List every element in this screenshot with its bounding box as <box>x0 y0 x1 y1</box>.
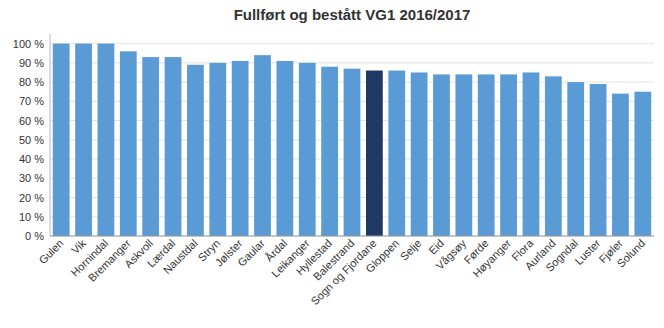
y-tick-label: 0 % <box>25 230 44 242</box>
bar: Naustdal <box>187 65 204 236</box>
chart-svg: Fullført og bestått VG1 2016/2017 0 % 10 %… <box>0 0 664 328</box>
x-tick-label: Solund <box>615 237 648 270</box>
bar: Aurland <box>545 76 562 236</box>
bar: Bremanger <box>120 51 137 236</box>
x-tick-label: Gulen <box>36 237 65 266</box>
bar: Sogn og Fjordane <box>366 71 383 236</box>
grid-line <box>50 62 654 63</box>
bar: Gloppen <box>388 71 405 236</box>
bar: Sogndal <box>567 82 584 236</box>
bar: Årdal <box>277 61 294 236</box>
y-tick-label: 30 % <box>19 172 44 184</box>
chart-container: Fullført og bestått VG1 2016/2017 0 % 10 %… <box>0 0 664 328</box>
y-tick-label: 50 % <box>19 134 44 146</box>
x-tick-label: Gloppen <box>363 237 401 275</box>
bar: Vågsøy <box>455 74 472 236</box>
y-axis-line <box>50 34 51 236</box>
bar: Leikanger <box>299 63 316 236</box>
bar: Hyllestad <box>321 67 338 236</box>
x-axis-line <box>50 236 654 237</box>
bar: Fjøler <box>612 94 629 236</box>
chart-title: Fullført og bestått VG1 2016/2017 <box>234 6 471 23</box>
x-tick-label: Naustdal <box>161 237 200 276</box>
y-tick-label: 90 % <box>19 57 44 69</box>
x-tick-label: Vågsøy <box>433 237 468 272</box>
bars: Gulen Vik Hornindal Bremanger Askvoll Lærdal N… <box>53 44 651 236</box>
y-tick-label: 80 % <box>19 76 44 88</box>
bar: Vik <box>75 44 92 236</box>
bar: Jølster <box>232 61 249 236</box>
grid <box>50 44 654 236</box>
bar: Høyanger <box>500 74 517 236</box>
bar: Solund <box>634 92 651 236</box>
bar: Flora <box>523 72 540 236</box>
x-tick-label: Luster <box>572 237 602 267</box>
grid-line <box>50 236 654 237</box>
bar: Selje <box>411 72 428 236</box>
bar: Hornindal <box>98 44 115 236</box>
x-tick-label: Høyanger <box>470 237 513 280</box>
x-tick-label: Gaular <box>235 237 267 269</box>
bar: Eid <box>433 74 450 236</box>
y-tick-label: 70 % <box>19 95 44 107</box>
y-tick-label: 10 % <box>19 211 44 223</box>
bar: Gaular <box>254 55 271 236</box>
x-tick-label: Selje <box>398 237 424 263</box>
bar: Balestrand <box>344 69 361 236</box>
bar: Stryn <box>209 63 226 236</box>
bar: Gulen <box>53 44 70 236</box>
bar: Førde <box>478 74 495 236</box>
y-tick-label: 40 % <box>19 153 44 165</box>
y-tick-label: 20 % <box>19 192 44 204</box>
y-tick-label: 60 % <box>19 115 44 127</box>
bar: Askvoll <box>142 57 159 236</box>
bar: Lærdal <box>165 57 182 236</box>
y-tick-label: 100 % <box>13 38 44 50</box>
grid-line <box>50 43 654 44</box>
bar: Luster <box>590 84 607 236</box>
